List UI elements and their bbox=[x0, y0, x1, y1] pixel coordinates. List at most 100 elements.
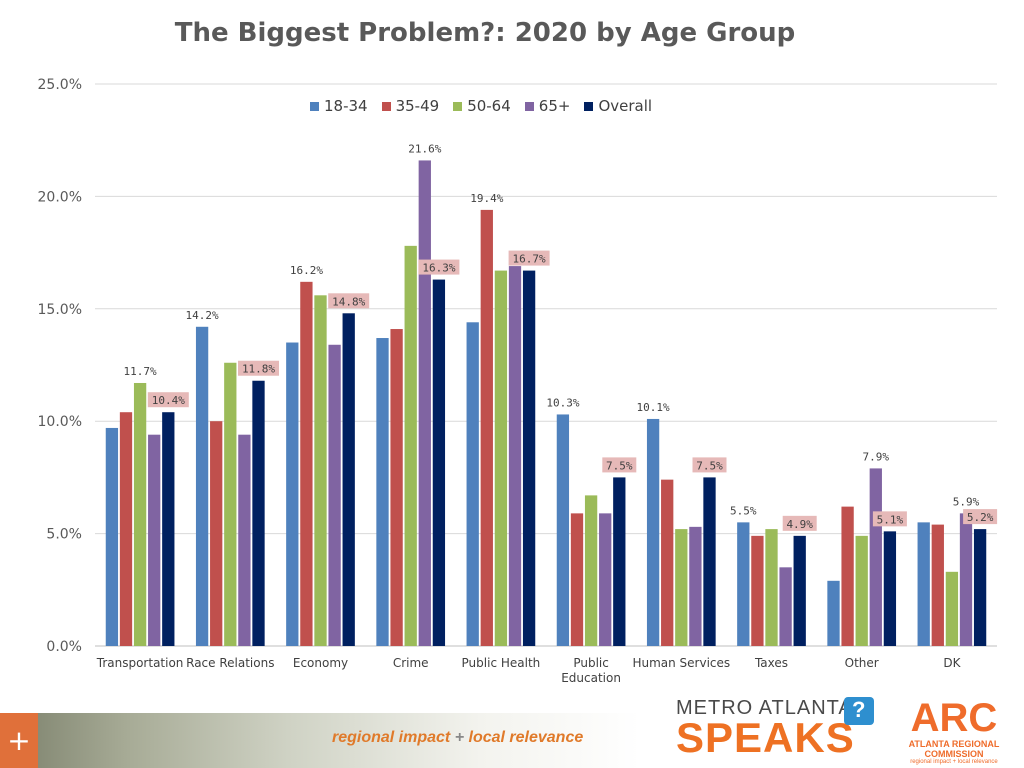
data-label: 5.2% bbox=[967, 511, 994, 524]
legend-item: 65+ bbox=[524, 97, 571, 115]
x-tick-label: Taxes bbox=[754, 656, 788, 670]
data-label-highlight bbox=[418, 259, 460, 275]
bar bbox=[105, 427, 119, 646]
bar bbox=[508, 266, 522, 646]
data-label: 7.5% bbox=[606, 459, 633, 472]
bar bbox=[584, 495, 598, 646]
legend-swatch bbox=[584, 101, 594, 111]
bar bbox=[119, 412, 133, 646]
mas-logo-top: METRO ATLANTA bbox=[676, 697, 853, 719]
bar bbox=[480, 209, 493, 646]
arc-logo-tag: regional impact + local relevance bbox=[910, 759, 998, 765]
bar bbox=[494, 270, 508, 646]
data-label-highlight bbox=[602, 457, 637, 473]
bar bbox=[869, 468, 882, 646]
bar bbox=[945, 571, 959, 646]
bar bbox=[162, 412, 175, 646]
x-tick-label: Race Relations bbox=[186, 656, 274, 670]
bar bbox=[466, 322, 479, 646]
data-label: 16.2% bbox=[290, 264, 323, 277]
y-tick-label: 5.0% bbox=[46, 527, 82, 543]
bar bbox=[300, 281, 313, 646]
arc-logo-mark: ARC bbox=[910, 696, 998, 740]
bar bbox=[314, 295, 327, 646]
data-label: 5.1% bbox=[877, 513, 904, 526]
data-label: 21.6% bbox=[408, 142, 441, 155]
legend-item: 50-64 bbox=[453, 97, 511, 115]
bar bbox=[689, 526, 702, 646]
bar bbox=[675, 529, 688, 646]
legend-label: 50-64 bbox=[467, 97, 511, 115]
x-tick-label: Public Health bbox=[462, 656, 541, 670]
y-tick-label: 25.0% bbox=[38, 77, 82, 93]
legend-label: 65+ bbox=[538, 97, 571, 115]
bar bbox=[238, 434, 251, 646]
data-label-highlight bbox=[963, 509, 998, 525]
y-tick-label: 0.0% bbox=[46, 639, 82, 655]
bar bbox=[855, 535, 868, 646]
bar bbox=[432, 279, 446, 646]
bar bbox=[841, 506, 854, 646]
bar bbox=[342, 313, 355, 646]
x-tick-label: Public bbox=[573, 656, 609, 670]
bar bbox=[737, 522, 750, 646]
data-label: 19.4% bbox=[470, 192, 503, 205]
bar bbox=[252, 380, 265, 646]
bar bbox=[418, 160, 431, 646]
bar bbox=[328, 344, 341, 646]
x-tick-label: Crime bbox=[393, 656, 429, 670]
bar bbox=[613, 477, 626, 646]
bar bbox=[646, 418, 660, 646]
bar bbox=[959, 513, 973, 646]
bar bbox=[133, 382, 147, 646]
data-label: 14.2% bbox=[186, 309, 219, 322]
legend-label: Overall bbox=[598, 97, 653, 115]
bar bbox=[286, 342, 299, 646]
y-tick-label: 10.0% bbox=[38, 414, 82, 430]
legend-swatch bbox=[453, 101, 463, 111]
data-label: 10.1% bbox=[637, 401, 670, 414]
legend-item: Overall bbox=[584, 97, 652, 115]
tagline-left: regional impact bbox=[332, 729, 451, 746]
bar bbox=[599, 513, 612, 646]
data-label: 10.4% bbox=[152, 394, 185, 407]
bar bbox=[522, 270, 536, 646]
data-label-highlight bbox=[872, 511, 907, 527]
x-tick-label: Other bbox=[845, 656, 879, 670]
bar bbox=[661, 479, 674, 646]
mas-logo-bottom: SPEAKS bbox=[676, 714, 855, 761]
chart-title: The Biggest Problem?: 2020 by Age Group bbox=[174, 18, 796, 48]
legend-item: 35-49 bbox=[381, 97, 440, 115]
legend-label: 18-34 bbox=[324, 97, 368, 115]
plus-icon: + bbox=[0, 713, 38, 768]
tagline-right: local relevance bbox=[468, 729, 584, 746]
data-label: 5.5% bbox=[730, 504, 757, 517]
bar bbox=[148, 434, 161, 646]
footer-tagline: regional impact + local relevance bbox=[332, 729, 583, 747]
bar bbox=[404, 245, 417, 646]
x-tick-label: Education bbox=[561, 671, 621, 685]
tagline-plus: + bbox=[454, 729, 465, 746]
data-label: 11.8% bbox=[242, 363, 275, 376]
x-tick-label: Economy bbox=[293, 656, 348, 670]
bar bbox=[376, 338, 389, 646]
bar bbox=[751, 535, 764, 646]
bar bbox=[570, 513, 584, 646]
legend-label: 35-49 bbox=[395, 97, 440, 115]
bar bbox=[931, 524, 944, 646]
y-tick-label: 15.0% bbox=[38, 302, 82, 318]
metro-atlanta-speaks-logo: METRO ATLANTA SPEAKS bbox=[676, 697, 876, 767]
footer-banner: + regional impact + local relevance METR… bbox=[0, 697, 1024, 768]
x-tick-label: Human Services bbox=[632, 656, 730, 670]
legend-swatch bbox=[310, 101, 319, 111]
data-label-highlight bbox=[147, 392, 189, 408]
data-label: 5.9% bbox=[953, 495, 980, 508]
footer-photo-strip bbox=[0, 713, 640, 768]
data-label: 16.3% bbox=[422, 262, 455, 275]
bar bbox=[793, 535, 806, 646]
data-label: 7.5% bbox=[696, 459, 723, 472]
chart-legend: 18-34 35-49 50-64 65+ Overall bbox=[310, 97, 652, 115]
bar-chart: 0.0% 5.0% 10.0% 15.0% 20.0% 25.0% Transportati… bbox=[38, 77, 998, 685]
bar bbox=[224, 362, 237, 646]
legend-swatch bbox=[381, 101, 391, 111]
